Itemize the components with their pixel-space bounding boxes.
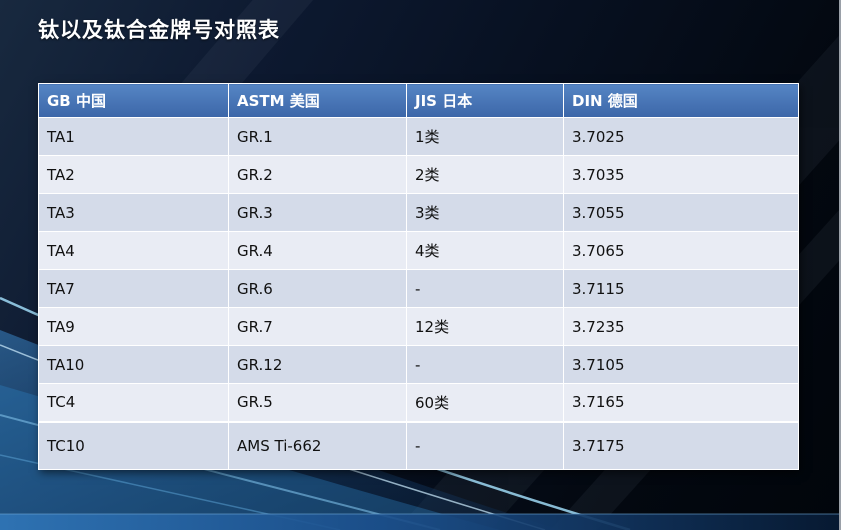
column-header-astm-usa: ASTM 美国 xyxy=(228,83,407,118)
table-cell: TA1 xyxy=(38,117,229,156)
table-cell: GR.4 xyxy=(228,231,407,270)
table-cell: 4类 xyxy=(406,231,564,270)
table-cell: GR.7 xyxy=(228,307,407,346)
table-row: TA7 GR.6 - 3.7115 xyxy=(38,269,799,308)
column-header-jis-japan: JIS 日本 xyxy=(406,83,564,118)
table-row: TA3 GR.3 3类 3.7055 xyxy=(38,193,799,232)
table-cell: TA7 xyxy=(38,269,229,308)
table-cell: 12类 xyxy=(406,307,564,346)
table-cell: TA10 xyxy=(38,345,229,384)
table-cell: AMS Ti-662 xyxy=(228,420,407,470)
table-cell: GR.1 xyxy=(228,117,407,156)
table-cell: TA3 xyxy=(38,193,229,232)
table-cell: GR.12 xyxy=(228,345,407,384)
column-header-din-germany: DIN 德国 xyxy=(563,83,799,118)
table-cell: 3.7055 xyxy=(563,193,799,232)
table-cell: TA2 xyxy=(38,155,229,194)
table-cell: 3.7175 xyxy=(563,420,799,470)
table-row: TA10 GR.12 - 3.7105 xyxy=(38,345,799,384)
table-cell: 3.7065 xyxy=(563,231,799,270)
table-row: TA9 GR.7 12类 3.7235 xyxy=(38,307,799,346)
table-cell: 2类 xyxy=(406,155,564,194)
table-cell: TC4 xyxy=(38,383,229,422)
table-cell: 3.7165 xyxy=(563,383,799,422)
table-cell: TA4 xyxy=(38,231,229,270)
table-cell: 3类 xyxy=(406,193,564,232)
column-header-gb-china: GB 中国 xyxy=(38,83,229,118)
table-cell: 3.7235 xyxy=(563,307,799,346)
table-cell: 3.7105 xyxy=(563,345,799,384)
table-cell: TA9 xyxy=(38,307,229,346)
table-cell: 3.7025 xyxy=(563,117,799,156)
table-cell: TC10 xyxy=(38,420,229,470)
table-row: TC4 GR.5 60类 3.7165 xyxy=(38,383,799,422)
table-row: TA4 GR.4 4类 3.7065 xyxy=(38,231,799,270)
table-cell: 60类 xyxy=(406,383,564,422)
table-row: TA2 GR.2 2类 3.7035 xyxy=(38,155,799,194)
table-cell: GR.2 xyxy=(228,155,407,194)
table-cell: 1类 xyxy=(406,117,564,156)
table-cell: GR.6 xyxy=(228,269,407,308)
grade-comparison-table: GB 中国 ASTM 美国 JIS 日本 DIN 德国 TA1 GR.1 1类 … xyxy=(38,83,799,470)
table-row: TA1 GR.1 1类 3.7025 xyxy=(38,117,799,156)
table-cell: - xyxy=(406,269,564,308)
table-cell: 3.7115 xyxy=(563,269,799,308)
page-title: 钛以及钛合金牌号对照表 xyxy=(38,18,280,42)
table-row: TC10 AMS Ti-662 - 3.7175 xyxy=(38,420,799,470)
table-cell: 3.7035 xyxy=(563,155,799,194)
table-cell: - xyxy=(406,420,564,470)
table-cell: GR.3 xyxy=(228,193,407,232)
table-cell: GR.5 xyxy=(228,383,407,422)
table-header-row: GB 中国 ASTM 美国 JIS 日本 DIN 德国 xyxy=(38,83,799,118)
table-cell: - xyxy=(406,345,564,384)
